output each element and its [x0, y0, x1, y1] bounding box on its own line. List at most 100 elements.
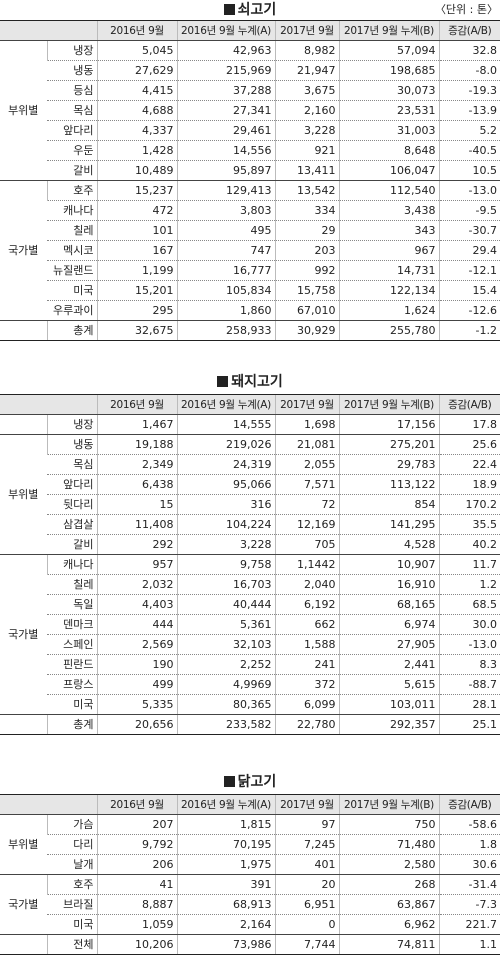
value-cell: 241: [274, 654, 339, 675]
table-row: 목심 4,688 27,341 2,160 23,531 -13.9: [0, 100, 500, 121]
value-cell: 1,1442: [274, 554, 339, 575]
row-label: 우루과이: [47, 300, 97, 321]
row-label: 우둔: [47, 140, 97, 161]
value-cell: 18.9: [438, 474, 500, 495]
value-cell: 203: [274, 240, 339, 261]
header-cell: 2017년 9월: [274, 794, 339, 815]
value-cell: 29.4: [438, 240, 500, 261]
value-cell: 316: [176, 494, 275, 515]
value-cell: 275,201: [338, 434, 439, 455]
value-cell: 14,731: [338, 260, 439, 281]
value-cell: 4,415: [96, 80, 177, 101]
table-row: 목심 2,349 24,319 2,055 29,783 22.4: [0, 454, 500, 475]
row-label: 날개: [47, 854, 97, 875]
value-cell: 31,003: [338, 120, 439, 141]
table-pork: 2016년 9월 2016년 9월 누계(A) 2017년 9월 2017년 9월 누…: [0, 394, 500, 735]
total-value: 74,811: [338, 934, 439, 955]
value-cell: 6,192: [274, 594, 339, 615]
value-cell: 21,947: [274, 60, 339, 81]
total-label: 전체: [46, 934, 97, 955]
total-value: 255,780: [338, 320, 439, 341]
section-title-chicken: 닭고기: [0, 772, 500, 792]
value-cell: 122,134: [338, 280, 439, 301]
value-cell: 4,403: [96, 594, 177, 615]
value-cell: 70,195: [176, 834, 275, 855]
value-cell: 1,199: [96, 260, 177, 281]
value-cell: 27,905: [338, 634, 439, 655]
header-cell: 2017년 9월: [274, 20, 339, 41]
value-cell: 292: [96, 534, 177, 555]
value-cell: 35.5: [438, 514, 500, 535]
total-value: 25.1: [438, 714, 500, 735]
value-cell: 444: [96, 614, 177, 635]
value-cell: 5,615: [338, 674, 439, 695]
value-cell: 101: [96, 220, 177, 241]
value-cell: 4,688: [96, 100, 177, 121]
value-cell: 25.6: [438, 434, 500, 455]
table-row: 갈비 292 3,228 705 4,528 40.2: [0, 534, 500, 555]
value-cell: 2,569: [96, 634, 177, 655]
value-cell: -13.9: [438, 100, 500, 121]
value-cell: -8.0: [438, 60, 500, 81]
total-value: 258,933: [176, 320, 275, 341]
value-cell: 17,156: [338, 414, 439, 435]
value-cell: 8.3: [438, 654, 500, 675]
value-cell: 30.0: [438, 614, 500, 635]
total-value: 30,929: [274, 320, 339, 341]
value-cell: 1,059: [96, 914, 177, 935]
row-label: 캐나다: [46, 554, 97, 575]
section-title-pork: 돼지고기: [0, 372, 500, 392]
value-cell: 662: [274, 614, 339, 635]
value-cell: 15,237: [96, 180, 177, 201]
value-cell: -13.0: [438, 634, 500, 655]
total-value: 22,780: [274, 714, 339, 735]
value-cell: 15.4: [438, 280, 500, 301]
header-cell-blank: [0, 794, 97, 815]
value-cell: 207: [96, 814, 177, 835]
row-label: 냉동: [46, 434, 97, 455]
value-cell: 499: [96, 674, 177, 695]
value-cell: 1.2: [438, 574, 500, 595]
value-cell: 113,122: [338, 474, 439, 495]
value-cell: -88.7: [438, 674, 500, 695]
value-cell: 11.7: [438, 554, 500, 575]
value-cell: 1,860: [176, 300, 275, 321]
value-cell: -12.1: [438, 260, 500, 281]
header-cell: 2017년 9월 누계(B): [338, 394, 439, 415]
value-cell: 29,783: [338, 454, 439, 475]
value-cell: 95,066: [176, 474, 275, 495]
value-cell: 106,047: [338, 160, 439, 181]
value-cell: 495: [176, 220, 275, 241]
table-beef: 2016년 9월 2016년 9월 누계(A) 2017년 9월 2017년 9월 누…: [0, 20, 500, 341]
total-value: 7,744: [274, 934, 339, 955]
value-cell: 921: [274, 140, 339, 161]
value-cell: 72: [274, 494, 339, 515]
value-cell: 5,335: [96, 694, 177, 715]
value-cell: 57,094: [338, 40, 439, 61]
row-label: 칠레: [47, 574, 97, 595]
table-row: 프랑스 499 4,9969 372 5,615 -88.7: [0, 674, 500, 695]
value-cell: 1,698: [274, 414, 339, 435]
table-row: 핀란드 190 2,252 241 2,441 8.3: [0, 654, 500, 675]
section-title-beef: 쇠고기: [0, 0, 500, 20]
value-cell: 15,758: [274, 280, 339, 301]
row-label: 갈비: [47, 534, 97, 555]
table-row: 국가별 호주 41 391 20 268 -31.4: [0, 874, 500, 935]
value-cell: 3,228: [176, 534, 275, 555]
value-cell: 1,815: [176, 814, 275, 835]
row-label: 삼겹살: [47, 514, 97, 535]
table-row: 미국 1,059 2,164 0 6,962 221.7: [0, 914, 500, 935]
value-cell: 21,081: [274, 434, 339, 455]
header-cell: 2017년 9월 누계(B): [338, 20, 439, 41]
value-cell: 24,319: [176, 454, 275, 475]
value-cell: 6,951: [274, 894, 339, 915]
value-cell: 40.2: [438, 534, 500, 555]
value-cell: 6,438: [96, 474, 177, 495]
row-label: 목심: [47, 100, 97, 121]
header-cell-blank: [0, 20, 97, 41]
value-cell: 141,295: [338, 514, 439, 535]
header-cell: 2016년 9월 누계(A): [176, 394, 275, 415]
value-cell: 0: [274, 914, 339, 935]
row-label: 미국: [47, 914, 97, 935]
value-cell: 129,413: [176, 180, 275, 201]
